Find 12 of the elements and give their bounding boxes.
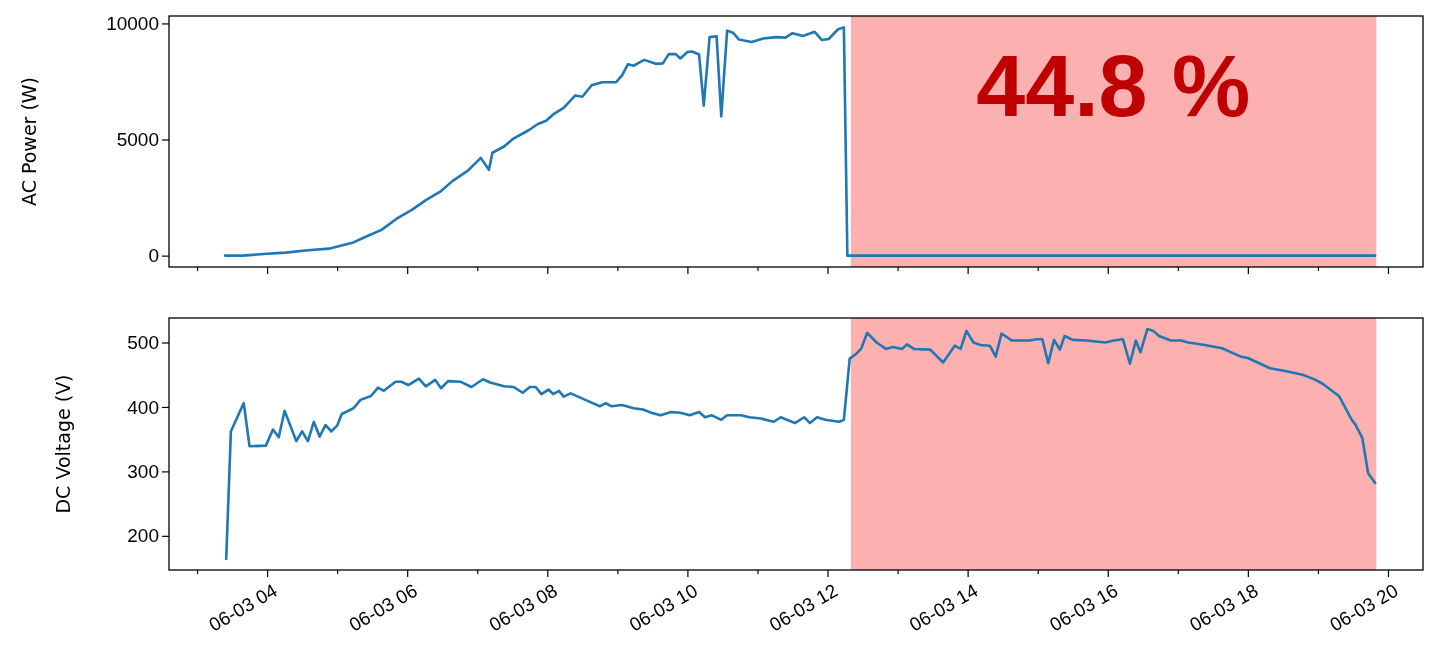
y-tick-label: 200 bbox=[127, 525, 159, 547]
y-tick-label: 10000 bbox=[106, 13, 159, 35]
y-tick-label: 5000 bbox=[116, 129, 159, 151]
x-tick-label: 06-03 18 bbox=[1186, 579, 1262, 636]
y-axis-title: DC Voltage (V) bbox=[52, 374, 74, 514]
y-axis-title: AC Power (W) bbox=[18, 76, 40, 207]
y-tick-label: 400 bbox=[127, 396, 159, 418]
y-tick-label: 500 bbox=[127, 332, 159, 354]
y-tick-label: 300 bbox=[127, 460, 159, 482]
x-tick-label: 06-03 16 bbox=[1045, 579, 1122, 636]
annotation: 44.8 % bbox=[976, 36, 1251, 136]
y-tick-label: 0 bbox=[148, 245, 159, 267]
